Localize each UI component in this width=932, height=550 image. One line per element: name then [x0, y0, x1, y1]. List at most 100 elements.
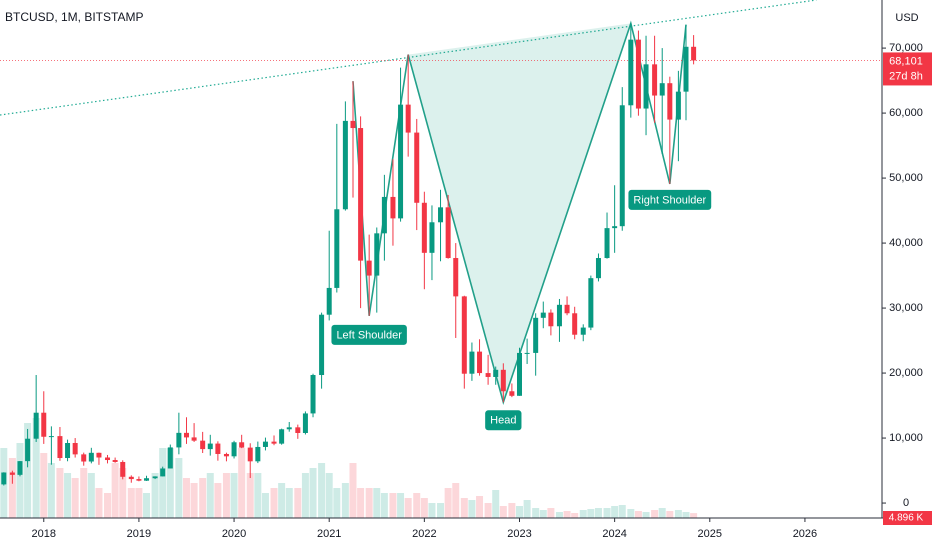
volume-bar	[357, 488, 365, 518]
candle-body	[183, 432, 189, 438]
pattern-label-box	[485, 410, 522, 431]
last-price-label: 68,101	[889, 55, 923, 67]
candle-body	[445, 207, 451, 259]
candle-body	[556, 304, 562, 327]
symbol-title: BTCUSD, 1M, BITSTAMP	[5, 10, 143, 24]
volume-bar	[587, 509, 595, 518]
candle-body	[619, 105, 625, 227]
volume-bar	[539, 510, 547, 518]
volume-bar	[571, 513, 579, 518]
x-tick-label: 2024	[602, 528, 626, 540]
volume-bar	[492, 490, 500, 518]
candle-body	[477, 351, 483, 374]
pattern-label-box	[628, 189, 712, 210]
volume-bar	[261, 493, 269, 518]
volume-bar	[16, 443, 24, 518]
volume-bar	[87, 473, 95, 518]
candle-body	[643, 64, 649, 109]
volume-bar	[547, 508, 555, 518]
volume-bar	[420, 498, 428, 518]
candle-body	[160, 468, 166, 477]
candle-body	[215, 443, 221, 454]
candle-body	[319, 314, 325, 376]
pattern-label: Head	[490, 415, 516, 427]
candle-body	[326, 287, 332, 315]
volume-bar	[182, 478, 190, 518]
volume-bar	[690, 513, 698, 518]
volume-bar	[64, 473, 72, 518]
x-tick-label: 2021	[317, 528, 341, 540]
candle-body	[1, 472, 7, 485]
volume-bar	[199, 478, 207, 518]
candle-body	[588, 278, 594, 328]
volume-bar	[658, 508, 666, 518]
candle-body	[374, 233, 380, 276]
x-tick-label: 2023	[507, 528, 531, 540]
candle-body	[500, 369, 506, 392]
volume-bar	[555, 512, 563, 518]
candle-body	[152, 476, 158, 479]
volume-bar	[95, 488, 103, 518]
candle-body	[398, 104, 404, 219]
volume-bar	[309, 468, 317, 518]
candle-body	[429, 222, 435, 253]
volume-bar	[508, 503, 516, 518]
candle-body	[120, 461, 126, 477]
candle-body	[675, 91, 681, 120]
volume-bar	[468, 500, 476, 518]
volume-bar	[532, 508, 540, 518]
volume-bar	[151, 473, 159, 518]
volume-bar	[460, 498, 468, 518]
candle-body	[176, 432, 182, 448]
candle-body	[191, 437, 197, 441]
candle-body	[453, 258, 459, 297]
volume-bar	[80, 468, 88, 518]
volume-bar	[563, 511, 571, 518]
volume-bar	[515, 506, 523, 518]
x-tick-label: 2019	[127, 528, 151, 540]
x-tick-label: 2020	[222, 528, 246, 540]
last-price-box	[883, 52, 932, 86]
candle-body	[635, 39, 641, 109]
candle-body	[438, 207, 444, 223]
volume-bar	[40, 453, 48, 518]
currency-label[interactable]: USD	[895, 12, 918, 24]
candle-body	[533, 317, 539, 353]
y-tick-label: 20,000	[889, 367, 923, 379]
candle-body	[548, 312, 554, 327]
candle-body	[167, 447, 173, 469]
volume-bar	[634, 511, 642, 518]
volume-bar	[238, 448, 246, 518]
candle-body	[223, 453, 229, 457]
candle-body	[683, 46, 689, 92]
volume-bar	[175, 458, 183, 518]
volume-bar	[24, 423, 32, 518]
candle-body	[33, 412, 39, 439]
volume-bar	[166, 448, 174, 518]
candle-body	[255, 446, 261, 462]
volume-bar	[349, 463, 357, 518]
volume-bar	[627, 509, 635, 518]
pattern-label: Right Shoulder	[633, 194, 706, 206]
volume-bar	[8, 458, 16, 518]
candle-body	[414, 132, 420, 203]
x-tick-label: 2025	[698, 528, 722, 540]
volume-bar	[484, 503, 492, 518]
volume-bar	[428, 503, 436, 518]
volume-bar	[104, 493, 112, 518]
candle-body	[112, 460, 118, 462]
volume-bar	[127, 488, 135, 518]
y-tick-label: 50,000	[889, 172, 923, 184]
volume-bar	[618, 505, 626, 518]
candle-body	[231, 442, 237, 457]
volume-bar	[444, 488, 452, 518]
volume-bar	[674, 510, 682, 518]
y-tick-label: 0	[903, 497, 909, 509]
volume-bar	[365, 488, 373, 518]
head-area-fill	[408, 23, 631, 403]
candle-body	[25, 438, 31, 462]
volume-bar	[452, 483, 460, 518]
candle-body	[604, 228, 610, 259]
